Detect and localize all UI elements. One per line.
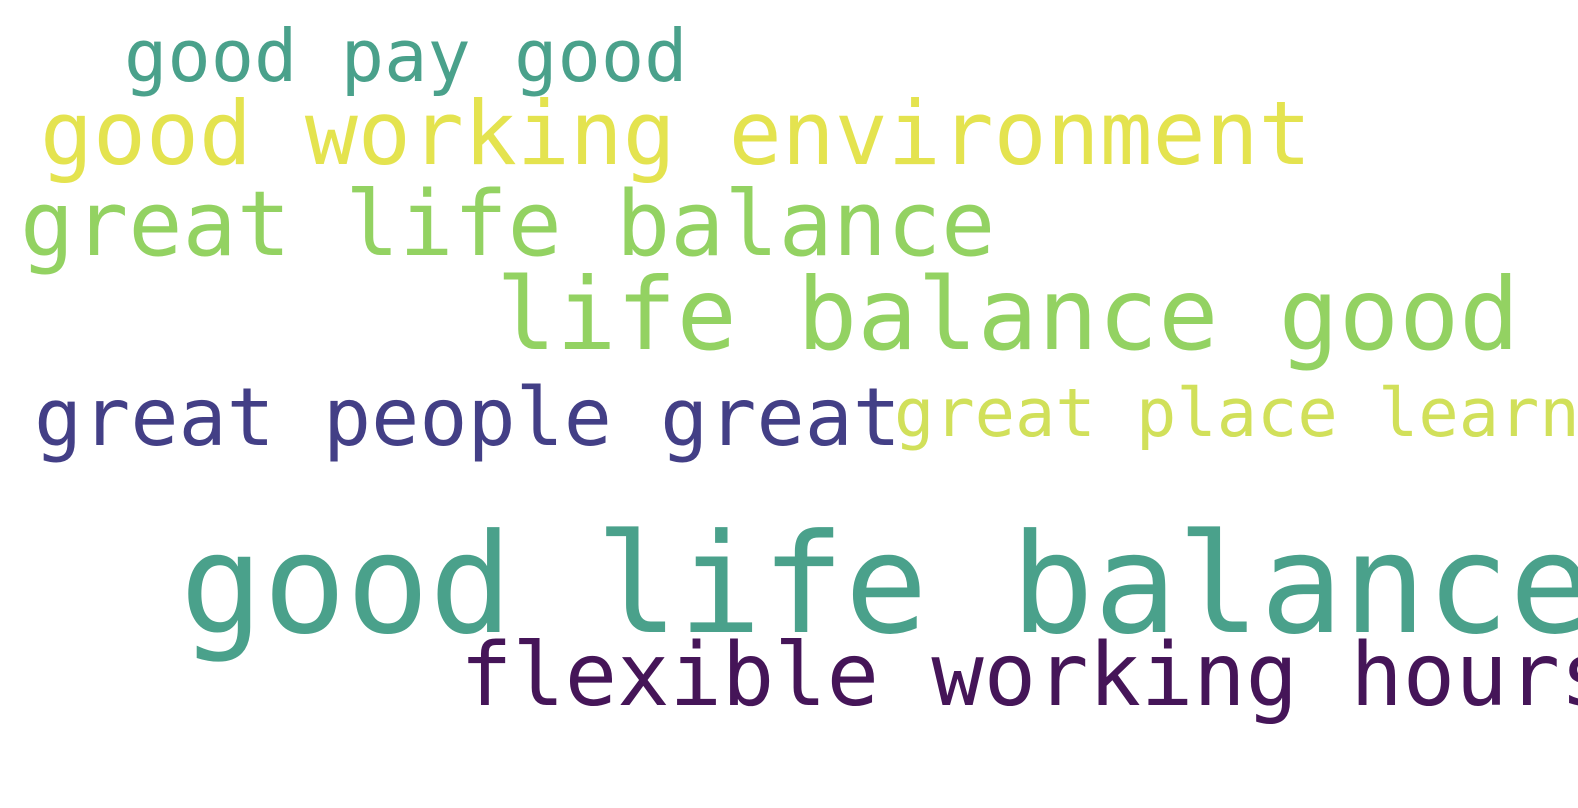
phrase-great-life-balance: great life balance — [20, 172, 996, 277]
phrase-great-place-learn: great place learn — [894, 374, 1578, 452]
phrase-life-balance-good: life balance good — [496, 256, 1520, 373]
phrase-good-working-environment: good working environment — [40, 82, 1312, 185]
phrase-good-life-balance: good life balance — [180, 504, 1578, 665]
phrase-great-people-great: great people great — [34, 371, 901, 464]
phrase-flexible-working-hours: flexible working hours — [460, 624, 1578, 726]
phrase-good-pay-good: good pay good — [124, 14, 688, 98]
